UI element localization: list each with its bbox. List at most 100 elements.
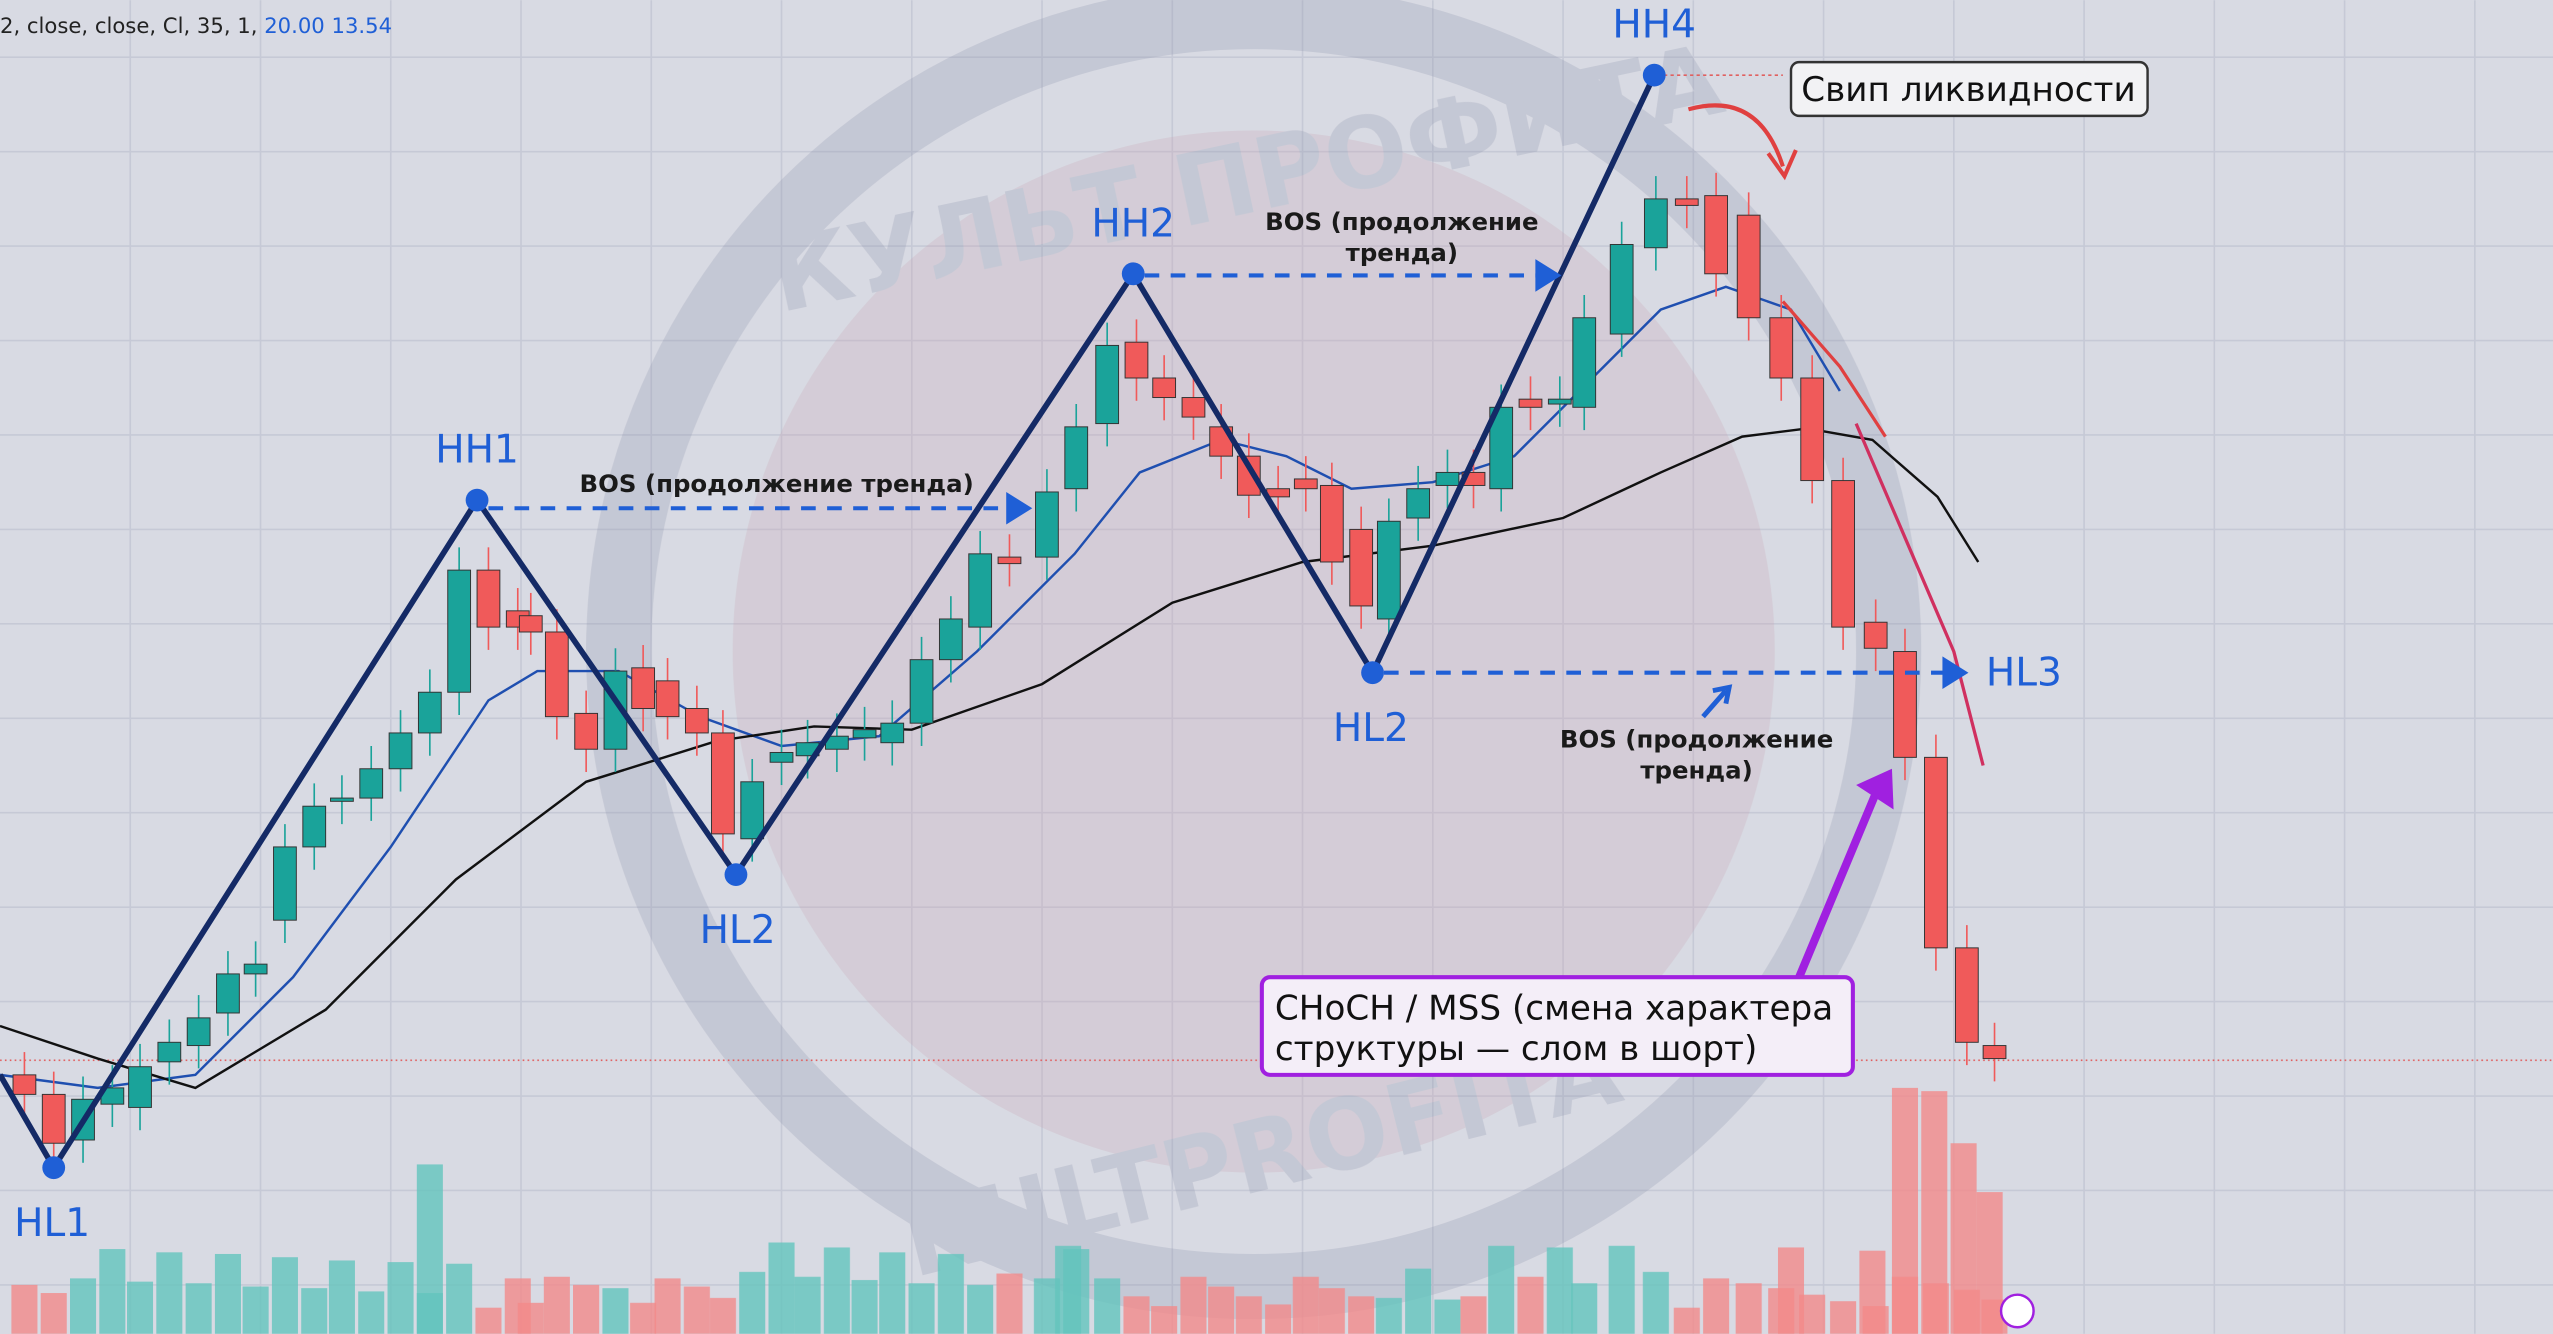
candle-body xyxy=(880,722,905,744)
candle-body xyxy=(938,618,963,661)
candle-body xyxy=(1800,377,1825,482)
pivot-label: HH2 xyxy=(1091,201,1175,246)
candle-body xyxy=(1319,484,1344,563)
volume-bar xyxy=(996,1273,1023,1334)
candle-body xyxy=(388,732,413,770)
indicator-value: 20.00 xyxy=(264,13,325,38)
volume-bar xyxy=(99,1249,126,1334)
candle-body xyxy=(447,569,472,693)
candle-body xyxy=(330,797,354,802)
pivot-dots xyxy=(42,63,1666,1180)
volume xyxy=(11,1087,2008,1334)
volume-bar xyxy=(908,1283,935,1334)
volume-bar xyxy=(879,1252,906,1334)
volume-bar xyxy=(1434,1299,1461,1334)
candle-body xyxy=(684,708,709,734)
candle-body xyxy=(186,1017,211,1047)
volume-bar xyxy=(794,1276,821,1334)
bos-label: BOS (продолжение xyxy=(1560,725,1833,754)
volume-bar xyxy=(768,1242,795,1334)
indicator-params: 2, close, close, Cl, 35, 1, xyxy=(0,13,257,38)
volume-bar xyxy=(1208,1286,1235,1334)
candle-body xyxy=(1924,756,1948,949)
candle-body xyxy=(1736,214,1761,319)
sweep-box xyxy=(1789,60,2149,118)
choch-arrow-head xyxy=(1856,768,1894,810)
volume-bar xyxy=(709,1297,736,1334)
candle-body xyxy=(359,768,384,799)
candle-body xyxy=(12,1074,37,1095)
volume-bar xyxy=(1094,1278,1121,1334)
candle-body xyxy=(1643,198,1668,249)
volume-bar xyxy=(630,1302,657,1334)
volume-bar xyxy=(1735,1283,1762,1334)
candle-body xyxy=(1064,426,1089,490)
candle-body xyxy=(1376,520,1401,620)
candle-body xyxy=(1124,341,1149,379)
pivot-label: HL3 xyxy=(1986,651,2062,696)
volume-bar xyxy=(1950,1143,1977,1334)
candle-body xyxy=(216,973,240,1014)
candle-body xyxy=(968,553,993,628)
volume-bar xyxy=(654,1278,681,1334)
candle-body xyxy=(1982,1045,2007,1060)
volume-bar xyxy=(70,1278,97,1334)
bos-lines xyxy=(488,273,1946,675)
candle-body xyxy=(631,667,656,710)
volume-bar xyxy=(387,1262,414,1334)
volume-bar xyxy=(358,1291,385,1334)
candle-body xyxy=(41,1093,66,1144)
volume-bar xyxy=(543,1276,570,1334)
volume-bar xyxy=(573,1284,600,1334)
volume-bar xyxy=(242,1286,269,1334)
candle-body xyxy=(655,680,680,718)
candle-body xyxy=(1236,455,1261,496)
ma-fast xyxy=(0,285,1841,1090)
volume-bar xyxy=(214,1253,241,1334)
candle-body xyxy=(128,1066,152,1108)
volume-bar xyxy=(1517,1276,1544,1334)
trend-line xyxy=(1854,422,1985,766)
volume-bar xyxy=(967,1284,994,1334)
volume-bar xyxy=(1265,1304,1292,1334)
candle-body xyxy=(740,781,765,840)
choch-box xyxy=(1259,975,1855,1077)
candle-body xyxy=(1035,491,1059,558)
volume-bar xyxy=(1375,1297,1402,1334)
bolt-icon[interactable] xyxy=(1999,1293,2035,1329)
candle-body xyxy=(1152,377,1177,399)
candle-body xyxy=(273,846,297,921)
ma-slow xyxy=(0,427,1980,1090)
trend-line xyxy=(1781,300,1887,438)
volume-bar xyxy=(446,1263,473,1334)
candle-body xyxy=(1406,488,1431,519)
candle-body xyxy=(1181,397,1206,418)
volume-bar xyxy=(1292,1276,1319,1334)
volume-bar xyxy=(1673,1307,1700,1334)
volume-bar xyxy=(1460,1296,1487,1334)
volume-bar xyxy=(416,1164,443,1334)
sweep-arrow xyxy=(1687,103,1785,167)
volume-bar xyxy=(475,1307,502,1334)
bos-label: тренда) xyxy=(1346,238,1458,267)
candle-body xyxy=(1893,651,1917,758)
choch-label: структуры — слом в шорт) xyxy=(1275,1029,1757,1069)
pivot-label: HL2 xyxy=(1333,706,1409,751)
candle-body xyxy=(1266,488,1291,498)
sweep-arrow-head xyxy=(1766,149,1798,181)
volume-bar xyxy=(851,1280,878,1334)
volume-bar xyxy=(1055,1245,1082,1334)
volume-bar xyxy=(1859,1250,1886,1334)
candle-body xyxy=(1863,621,1888,649)
candle-body xyxy=(1435,471,1460,486)
candle-body xyxy=(417,691,442,734)
volume-bar xyxy=(1976,1192,2003,1334)
volume-bar xyxy=(602,1288,629,1334)
pivot-label: HH4 xyxy=(1612,3,1696,48)
volume-bar xyxy=(1235,1296,1262,1334)
arrow-heads xyxy=(1006,259,1969,719)
volume-bar xyxy=(1488,1245,1515,1334)
volume-bar xyxy=(1830,1301,1857,1334)
